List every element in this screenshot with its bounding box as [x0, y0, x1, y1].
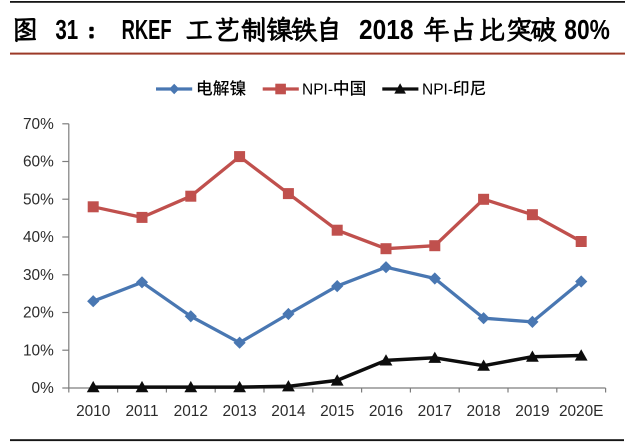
svg-text:80%: 80% [564, 14, 610, 45]
svg-text:0%: 0% [32, 380, 55, 397]
svg-text:70%: 70% [23, 116, 54, 133]
svg-text:2016: 2016 [369, 403, 403, 420]
svg-text:2010: 2010 [76, 403, 110, 420]
svg-text:2015: 2015 [320, 403, 354, 420]
svg-text:NPI-: NPI- [302, 81, 333, 98]
svg-text:2012: 2012 [174, 403, 208, 420]
svg-text:2018: 2018 [466, 403, 500, 420]
svg-text:30%: 30% [23, 267, 54, 284]
svg-text:31: 31 [55, 14, 78, 45]
svg-text:40%: 40% [23, 229, 54, 246]
svg-text:2019: 2019 [515, 403, 549, 420]
svg-text:50%: 50% [23, 191, 54, 208]
svg-text:2018: 2018 [359, 14, 414, 45]
svg-text:2020E: 2020E [559, 403, 604, 420]
svg-text:10%: 10% [23, 342, 54, 359]
svg-text:2014: 2014 [271, 403, 306, 420]
svg-text:2013: 2013 [222, 403, 256, 420]
svg-text:2011: 2011 [125, 403, 158, 420]
svg-text:20%: 20% [23, 305, 54, 322]
svg-text:NPI-: NPI- [422, 81, 453, 98]
svg-text:2017: 2017 [418, 403, 452, 420]
svg-text:RKEF: RKEF [122, 14, 172, 45]
svg-text:60%: 60% [23, 154, 54, 171]
